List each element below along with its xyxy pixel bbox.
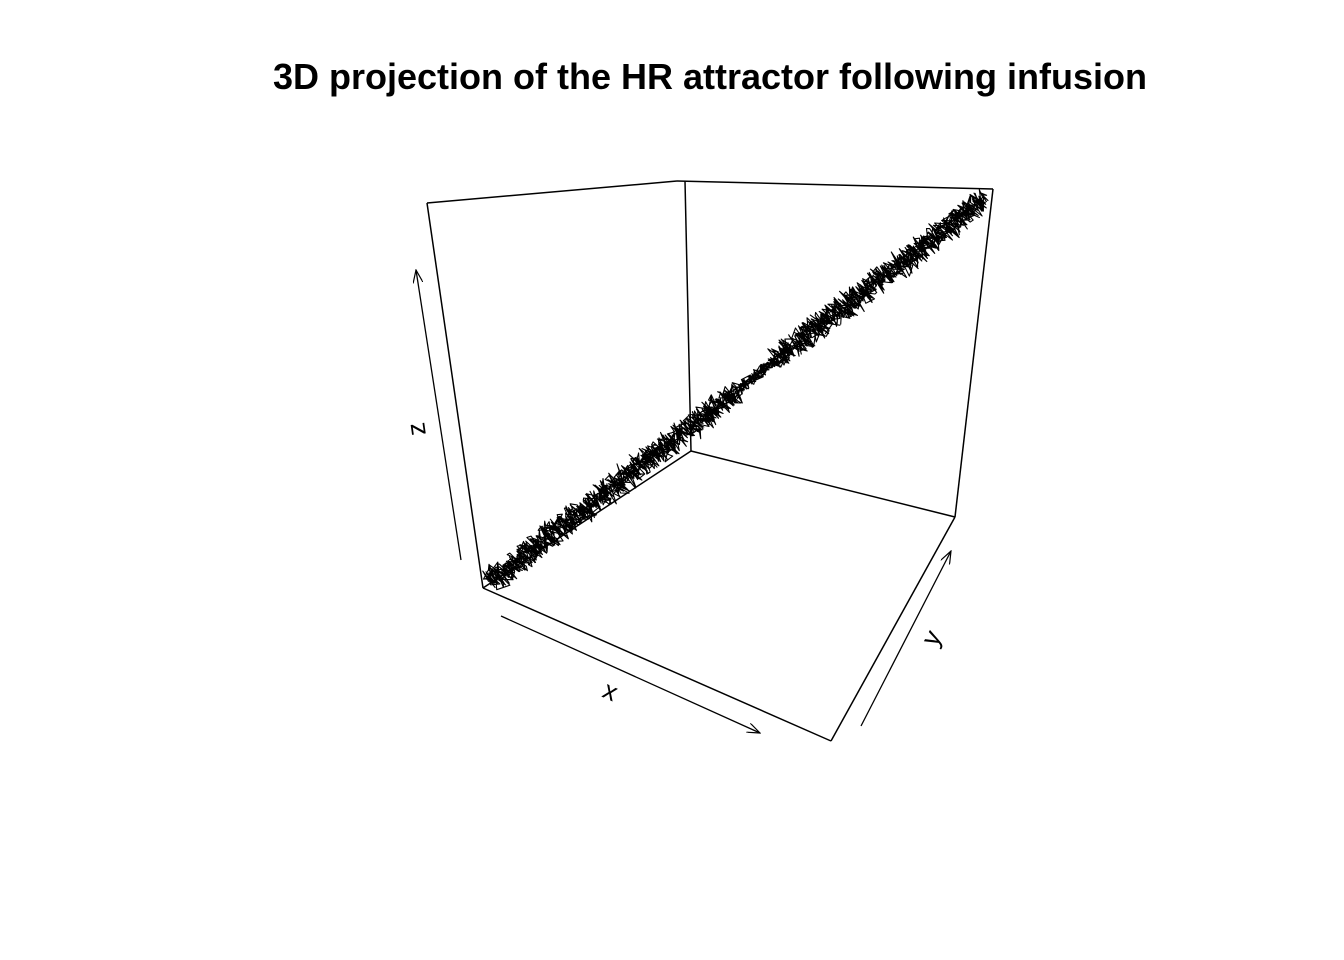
x-axis-label: x xyxy=(599,674,623,707)
box-edge xyxy=(831,517,955,741)
axis-arrows xyxy=(416,270,951,733)
box-edge xyxy=(955,189,993,517)
box-edge xyxy=(677,181,993,189)
z-axis-arrow xyxy=(416,270,461,560)
box-edge xyxy=(685,181,691,451)
box-edge xyxy=(483,588,831,741)
box-edge xyxy=(427,181,677,203)
y-axis-label: y xyxy=(915,625,948,651)
box-edge xyxy=(691,451,955,517)
attractor-trajectory xyxy=(483,190,989,590)
x-axis-arrow xyxy=(501,616,760,733)
z-axis-label: z xyxy=(400,421,432,438)
